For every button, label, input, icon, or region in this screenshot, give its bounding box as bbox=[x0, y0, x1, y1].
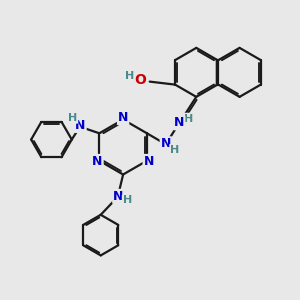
Text: H: H bbox=[123, 196, 132, 206]
Text: N: N bbox=[92, 155, 103, 168]
Text: H: H bbox=[170, 145, 179, 155]
Text: N: N bbox=[143, 155, 154, 168]
Text: H: H bbox=[184, 114, 193, 124]
Text: H: H bbox=[125, 70, 134, 81]
Text: O: O bbox=[134, 73, 146, 87]
Text: H: H bbox=[68, 113, 77, 123]
Text: N: N bbox=[174, 116, 184, 129]
Text: N: N bbox=[113, 190, 124, 203]
Text: N: N bbox=[160, 137, 171, 150]
Text: N: N bbox=[118, 111, 128, 124]
Text: N: N bbox=[75, 119, 86, 132]
